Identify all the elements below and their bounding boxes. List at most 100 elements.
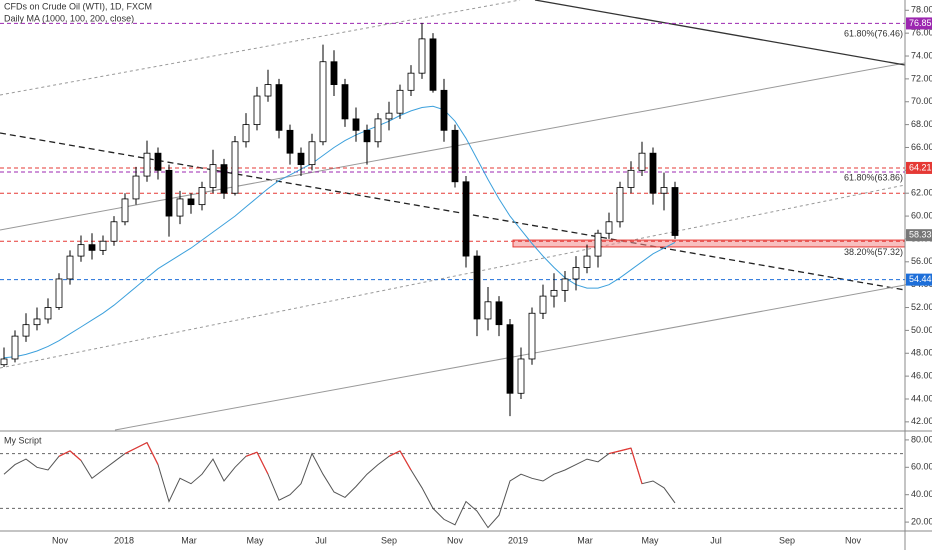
candle-body [77, 244, 85, 257]
trend-line [0, 0, 521, 96]
y-tick-label: 40.00 [911, 489, 932, 499]
candle-body [616, 187, 624, 223]
candle-body [440, 89, 448, 131]
y-tick-label: 52.00 [911, 302, 932, 312]
candle-body [484, 301, 492, 320]
candle-body [22, 324, 30, 337]
candle-body [264, 84, 272, 97]
overbought-segment [245, 451, 258, 457]
candle-body [242, 124, 250, 143]
candle-body [385, 112, 393, 120]
candle-body [572, 267, 580, 280]
y-tick-label: 72.00 [911, 73, 932, 83]
price-pane [0, 22, 906, 417]
fib-label: 61.80%(76.46) [844, 28, 903, 38]
x-tick-label: Nov [447, 535, 464, 545]
candle-body [319, 61, 327, 143]
trend-line [534, 0, 906, 66]
candle-body [187, 198, 195, 206]
candle-body [649, 152, 657, 194]
x-tick-label: Mar [577, 535, 593, 545]
candle-body [275, 84, 283, 131]
y-tick-label: 74.00 [911, 50, 932, 60]
overbought-segment [69, 450, 82, 461]
price-tag [906, 229, 932, 242]
overbought-segment [256, 451, 269, 475]
candle-body [638, 152, 646, 171]
candle-body [66, 255, 74, 280]
candle-body [0, 358, 8, 366]
candle-body [110, 221, 118, 242]
oscillator-line [3, 441, 676, 529]
y-tick-label: 46.00 [911, 370, 932, 380]
candle-body [209, 164, 217, 188]
y-tick-label: 60.00 [911, 210, 932, 220]
candle-body [506, 324, 514, 394]
y-tick-label: 80.00 [911, 434, 932, 444]
candle-body [363, 129, 371, 143]
candle-body [396, 89, 404, 114]
y-tick-label: 76.00 [911, 28, 932, 38]
candle-body [462, 181, 470, 257]
candle-body [495, 301, 503, 326]
overbought-segment [135, 442, 148, 449]
overbought-segment [608, 450, 621, 455]
x-tick-label: Sep [381, 535, 397, 545]
price-tag [906, 17, 932, 30]
y-tick-label: 48.00 [911, 348, 932, 358]
x-tick-label: Mar [181, 535, 197, 545]
candle-body [671, 187, 679, 236]
candle-body [341, 84, 349, 120]
candle-body [539, 295, 547, 314]
candle-body [308, 141, 316, 166]
trend-line [0, 184, 906, 369]
candle-body [605, 221, 613, 234]
candle-body [55, 278, 63, 308]
price-tag [906, 161, 932, 174]
y-tick-label: 62.00 [911, 188, 932, 198]
x-tick-label: Nov [52, 535, 69, 545]
candle-body [220, 164, 228, 194]
x-tick-label: Jul [710, 535, 722, 545]
candle-body [407, 72, 415, 91]
fib-label: 61.80%(63.86) [844, 172, 903, 182]
y-tick-label: 66.00 [911, 142, 932, 152]
symbol-title: CFDs on Crude Oil (WTI), 1D, FXCM [4, 1, 152, 11]
candle-body [627, 169, 635, 188]
overbought-segment [630, 447, 643, 484]
candle-body [99, 240, 107, 251]
candle-body [154, 152, 162, 171]
x-tick-label: Nov [845, 535, 862, 545]
y-tick-label: 60.00 [911, 462, 932, 472]
y-tick-label: 78.00 [911, 5, 932, 15]
y-tick-label: 44.00 [911, 393, 932, 403]
candle-body [297, 152, 305, 166]
candle-body [44, 307, 52, 320]
candle-body [473, 255, 481, 320]
candle-body [198, 187, 206, 206]
candle-body [451, 129, 459, 183]
candle-body [253, 95, 261, 126]
x-tick-label: Sep [779, 535, 795, 545]
candle-body [528, 312, 536, 360]
candle-body [561, 278, 569, 291]
candle-body [429, 38, 437, 91]
x-tick-label: 2018 [114, 535, 134, 545]
y-tick-label: 42.00 [911, 416, 932, 426]
y-tick-label: 56.00 [911, 256, 932, 266]
price-tag-label: 54.44 [909, 274, 932, 284]
x-tick-label: May [246, 535, 264, 545]
y-tick-label: 50.00 [911, 325, 932, 335]
candle-body [594, 232, 602, 257]
candle-body [132, 175, 140, 200]
price-tag [906, 273, 932, 286]
candle-body [550, 289, 558, 297]
candle-body [286, 129, 294, 154]
overbought-segment [146, 442, 159, 465]
price-tag-label: 64.21 [909, 162, 932, 172]
candle-body [231, 141, 239, 194]
overbought-segment [399, 450, 412, 471]
candle-body [33, 318, 41, 326]
y-tick-label: 20.00 [911, 516, 932, 526]
